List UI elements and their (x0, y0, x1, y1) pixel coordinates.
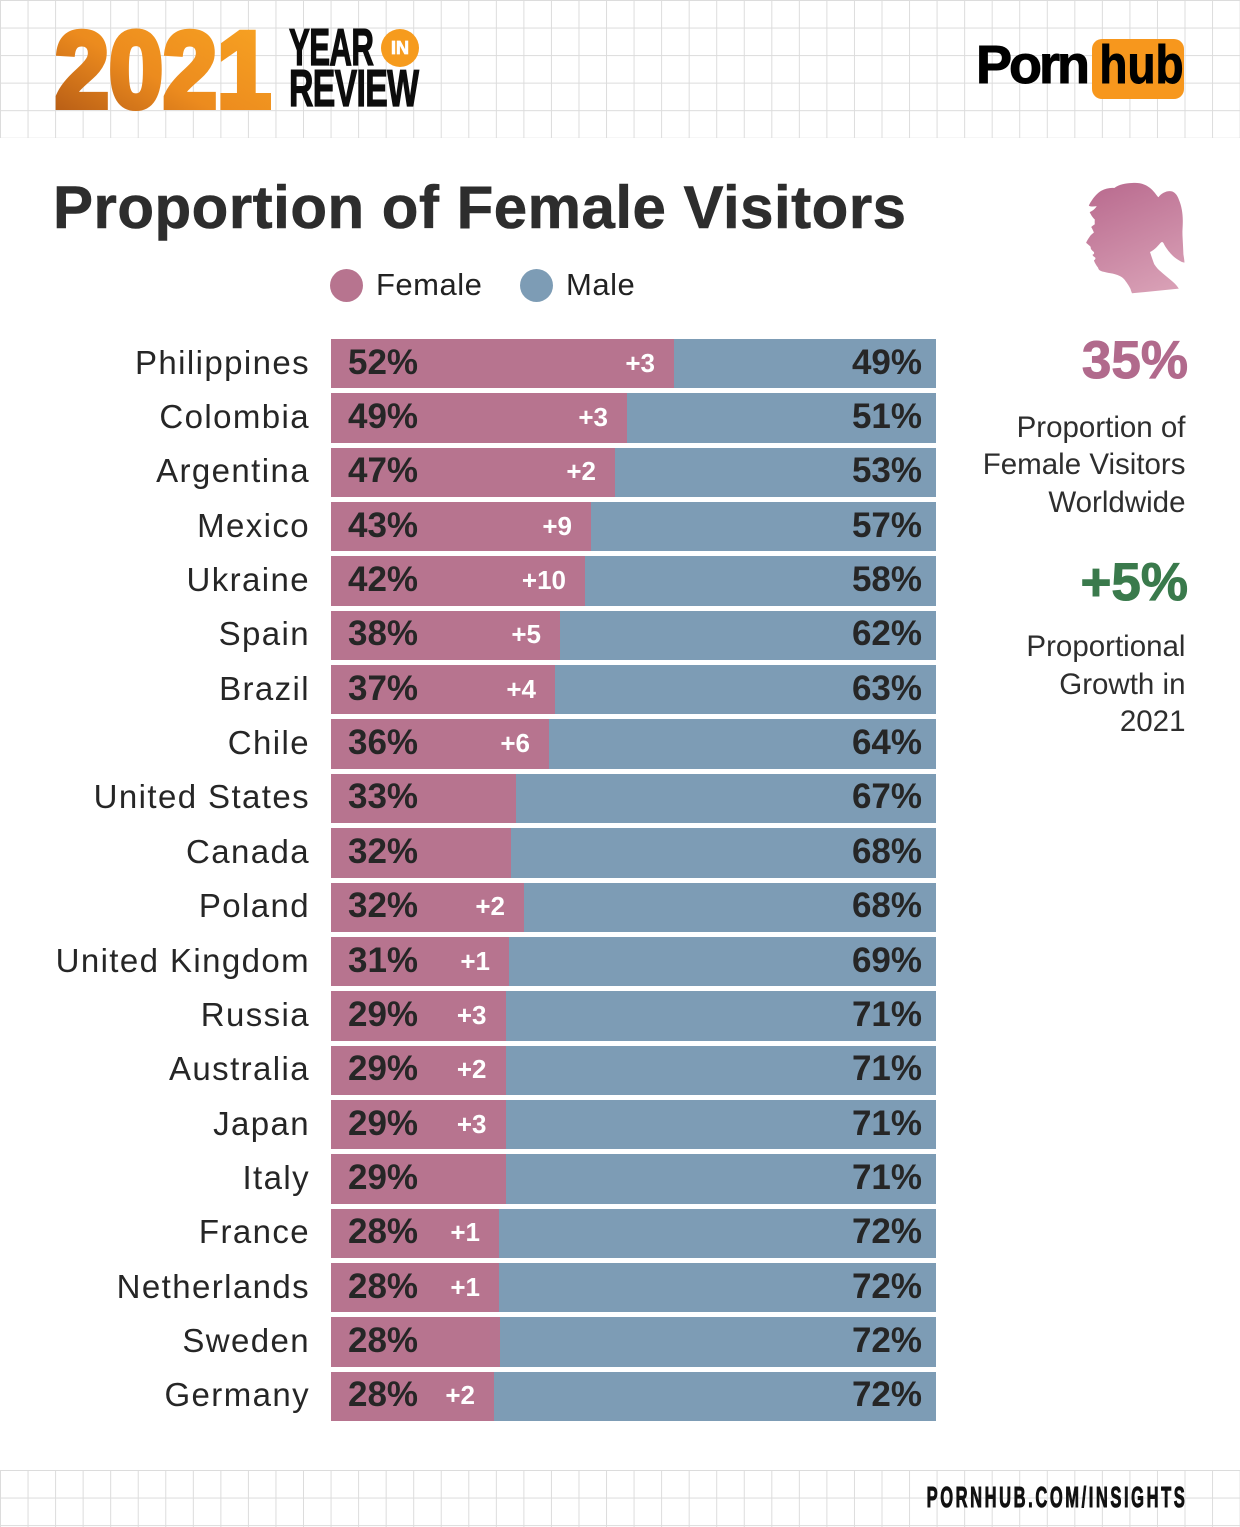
svg-text:2021: 2021 (55, 22, 271, 114)
